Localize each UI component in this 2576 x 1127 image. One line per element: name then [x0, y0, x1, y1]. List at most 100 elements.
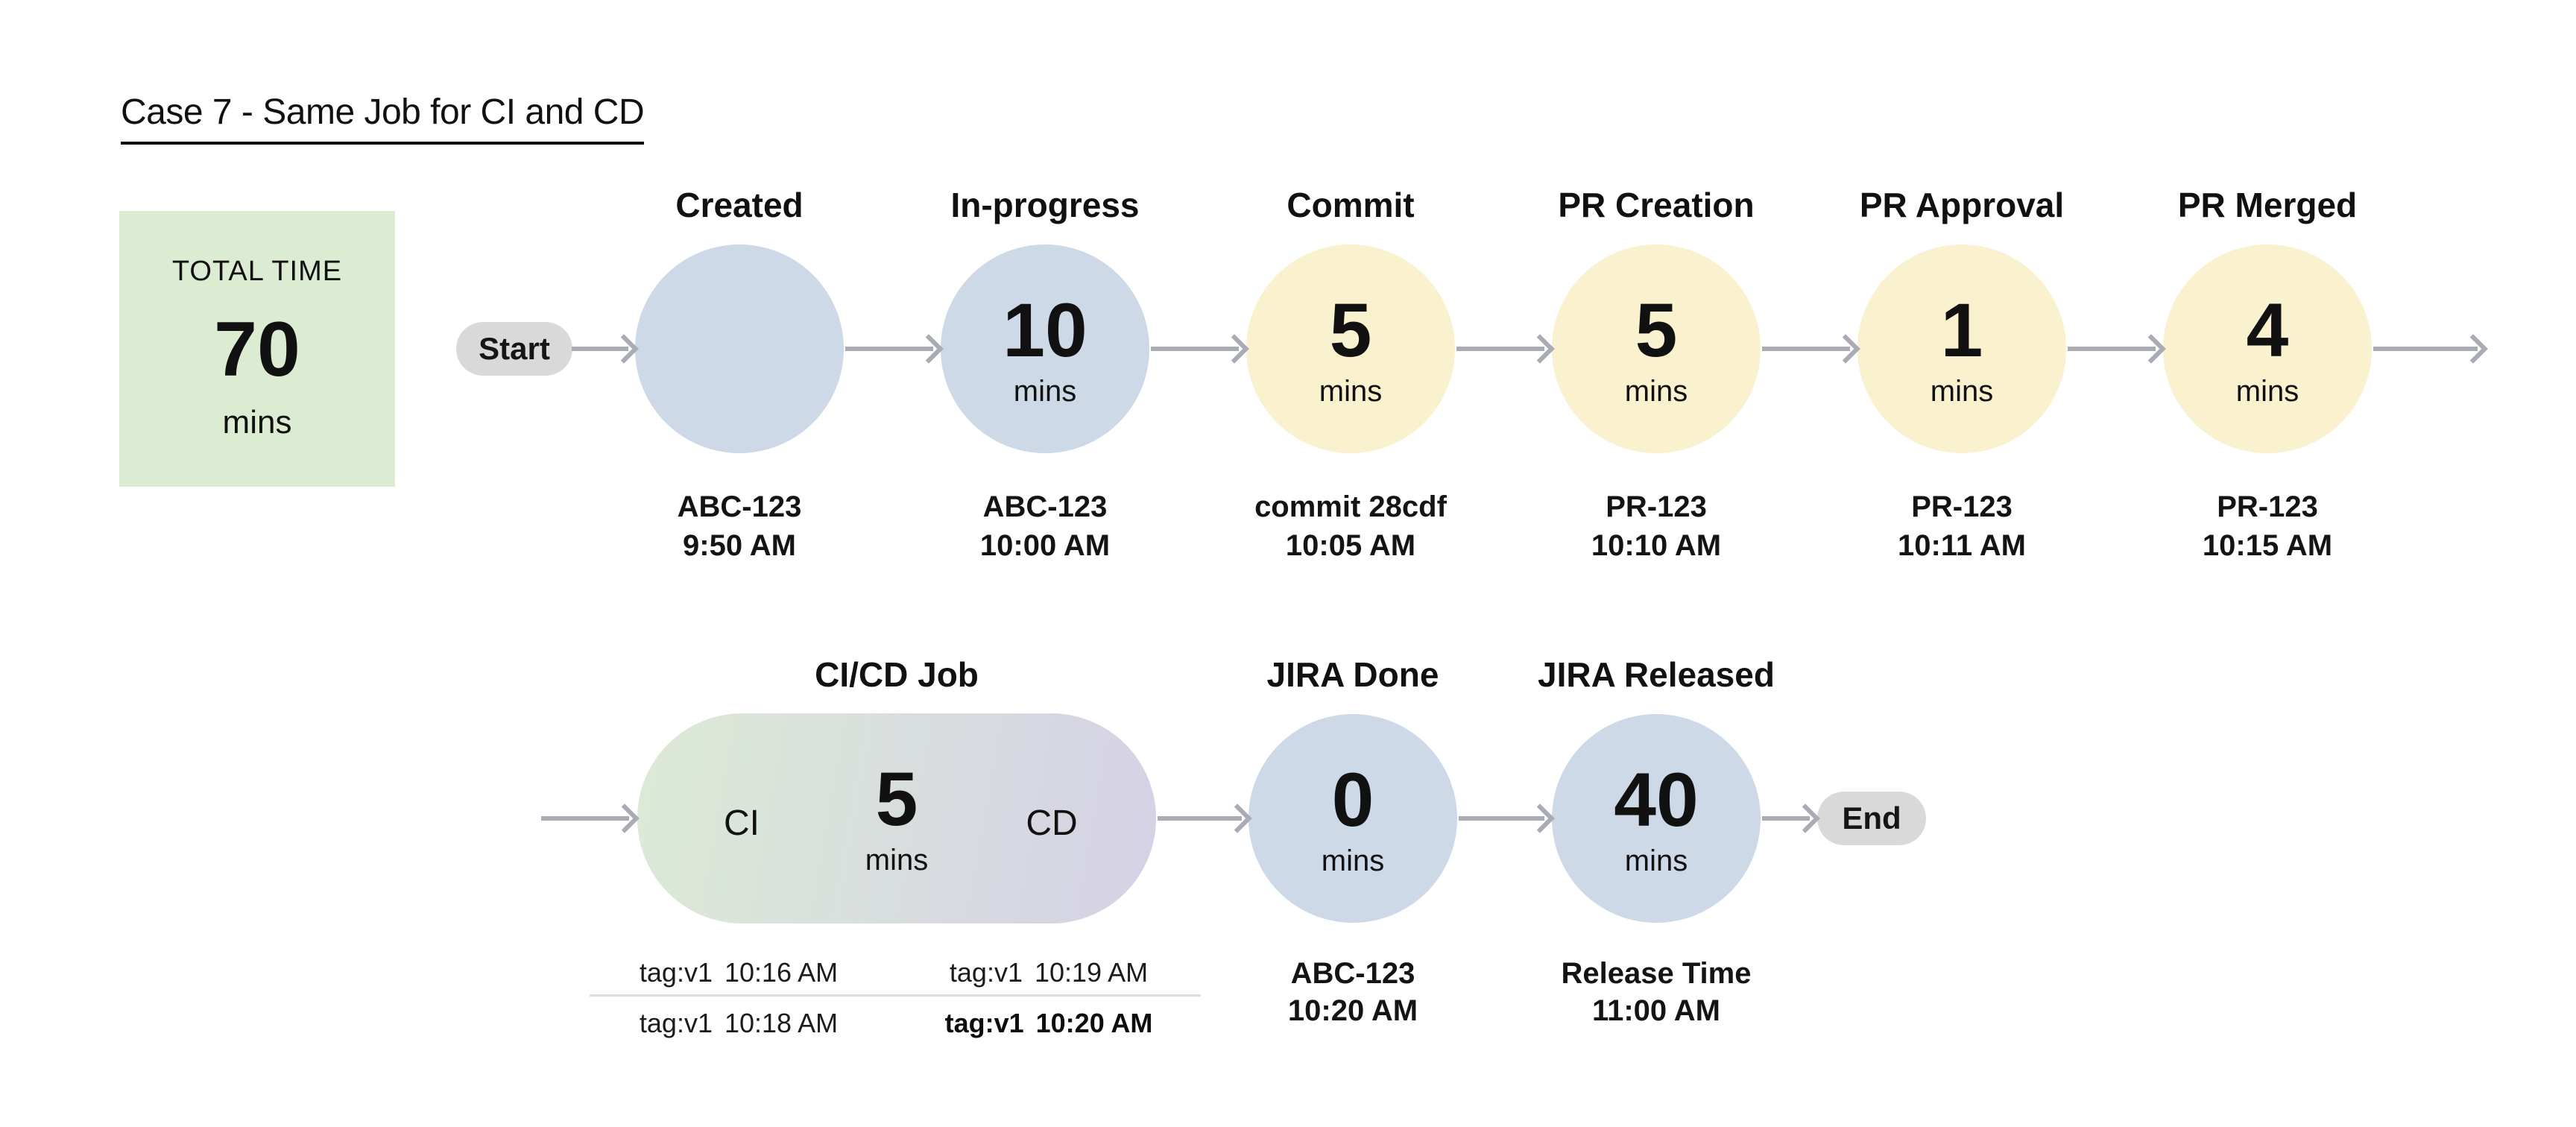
tag-time: 10:16 AM: [724, 957, 839, 988]
stage-value: 5: [1635, 288, 1678, 373]
tag-time: 10:20 AM: [1035, 1008, 1153, 1038]
stage-unit: mins: [1624, 845, 1688, 877]
stage-value: 10: [1003, 288, 1087, 373]
arrowhead-icon: [914, 334, 944, 364]
tag-entry-cd-start: tag:v1 10:19 AM: [892, 956, 1205, 989]
cd-label: CD: [1026, 804, 1078, 843]
stage-unit: mins: [1930, 375, 1994, 408]
flow-arrow: [1158, 804, 1252, 833]
stage-node-created: [635, 244, 844, 453]
arrowhead-icon: [610, 804, 640, 833]
stage-time: 10:20 AM: [1287, 994, 1418, 1027]
arrowhead-icon: [1525, 334, 1555, 364]
arrowhead-icon: [609, 334, 639, 364]
flow-arrow: [1762, 334, 1860, 364]
stage-ref: PR-123: [1606, 490, 1707, 523]
stage-header-jira-done: JIRA Done: [1266, 655, 1439, 694]
stage-ref: PR-123: [1911, 490, 2012, 523]
stage-ref: ABC-123: [677, 490, 802, 523]
stage-time: 10:15 AM: [2202, 529, 2333, 562]
flow-arrow: [1456, 334, 1555, 364]
stage-time: 10:11 AM: [1898, 529, 2026, 562]
stage-node-jira-released: 40 mins: [1552, 714, 1761, 923]
stage-node-jira-done: 0 mins: [1248, 714, 1457, 923]
stage-unit: mins: [2235, 375, 2299, 408]
tag-label: tag:v1: [944, 1008, 1024, 1038]
flow-arrow: [2373, 334, 2488, 364]
stage-time: 10:10 AM: [1591, 529, 1722, 562]
stage-value: 40: [1614, 757, 1699, 842]
stage-header-pr-merged: PR Merged: [2177, 186, 2358, 224]
stage-ref: PR-123: [2217, 490, 2318, 523]
flow-arrow: [1762, 804, 1820, 833]
flow-arrow: [845, 334, 944, 364]
stage-unit: mins: [1319, 375, 1383, 408]
stage-unit: mins: [1013, 375, 1077, 408]
stage-ref: Release Time: [1561, 957, 1752, 990]
arrowhead-icon: [1222, 804, 1252, 833]
stage-ref: ABC-123: [982, 490, 1108, 523]
stage-value: 4: [2246, 288, 2289, 373]
arrowhead-icon: [1831, 334, 1860, 364]
flow-arrow: [2068, 334, 2166, 364]
flow-arrow: [541, 804, 640, 833]
total-time-label: TOTAL TIME: [171, 256, 343, 287]
tag-entry-ci-start: tag:v1 10:16 AM: [582, 956, 895, 989]
tag-entry-ci-end: tag:v1 10:18 AM: [582, 1007, 895, 1040]
stage-node-in-progress: 10 mins: [941, 244, 1149, 453]
stage-node-pr-merged: 4 mins: [2163, 244, 2372, 453]
arrowhead-icon: [1790, 804, 1820, 833]
stage-label-pr-merged: PR-123 10:15 AM: [2081, 487, 2454, 565]
stage-header-in-progress: In-progress: [950, 186, 1140, 224]
stage-header-commit: Commit: [1287, 186, 1415, 224]
end-node: End: [1817, 792, 1926, 845]
arrowhead-icon: [2136, 334, 2166, 364]
total-time-value: 70: [214, 306, 300, 393]
page-title: Case 7 - Same Job for CI and CD: [121, 91, 645, 145]
arrowhead-icon: [1219, 334, 1249, 364]
stage-node-pr-approval: 1 mins: [1857, 244, 2066, 453]
stage-header-pr-approval: PR Approval: [1859, 186, 2065, 224]
stage-label-jira-done: ABC-123 10:20 AM: [1167, 955, 1539, 1029]
stage-ref: ABC-123: [1290, 957, 1415, 990]
tag-time: 10:19 AM: [1034, 957, 1149, 988]
stage-value: 5: [875, 757, 918, 842]
stage-node-pr-creation: 5 mins: [1552, 244, 1761, 453]
stage-time: 11:00 AM: [1592, 994, 1720, 1027]
stage-header-jira-released: JIRA Released: [1538, 655, 1775, 694]
stage-header-created: Created: [675, 186, 804, 224]
flow-arrow: [1459, 804, 1555, 833]
total-time-box: TOTAL TIME 70 mins: [119, 211, 395, 487]
stage-node-commit: 5 mins: [1246, 244, 1455, 453]
tag-label: tag:v1: [639, 957, 713, 988]
stage-value: 0: [1331, 757, 1374, 842]
stage-unit: mins: [865, 844, 929, 877]
stage-label-jira-released: Release Time 11:00 AM: [1470, 955, 1843, 1029]
stage-label-in-progress: ABC-123 10:00 AM: [859, 487, 1231, 565]
stage-unit: mins: [1624, 375, 1688, 408]
stage-value: 1: [1940, 288, 1983, 373]
stage-time: 10:00 AM: [979, 529, 1111, 562]
arrowhead-icon: [1525, 804, 1555, 833]
tag-entry-cd-end: tag:v1 10:20 AM: [892, 1007, 1205, 1040]
ci-label: CI: [724, 804, 760, 843]
cicd-job-node: CI 5 mins CD: [637, 713, 1156, 924]
tag-time: 10:18 AM: [724, 1008, 839, 1038]
tag-label: tag:v1: [639, 1008, 713, 1038]
total-time-unit: mins: [222, 404, 292, 441]
start-node: Start: [456, 322, 572, 376]
stage-header-pr-creation: PR Creation: [1558, 186, 1755, 224]
stage-header-cicd-job: CI/CD Job: [815, 655, 979, 694]
stage-value: 5: [1329, 288, 1372, 373]
stage-label-pr-approval: PR-123 10:11 AM: [1775, 487, 2148, 565]
tag-divider: [590, 994, 1201, 997]
flow-arrow: [572, 334, 639, 364]
flow-arrow: [1151, 334, 1249, 364]
stage-ref: commit 28cdf: [1254, 490, 1447, 523]
arrowhead-icon: [2458, 334, 2488, 364]
stage-label-created: ABC-123 9:50 AM: [553, 487, 926, 565]
stage-label-pr-creation: PR-123 10:10 AM: [1470, 487, 1843, 565]
stage-time: 10:05 AM: [1285, 529, 1416, 562]
stage-unit: mins: [1321, 845, 1385, 877]
